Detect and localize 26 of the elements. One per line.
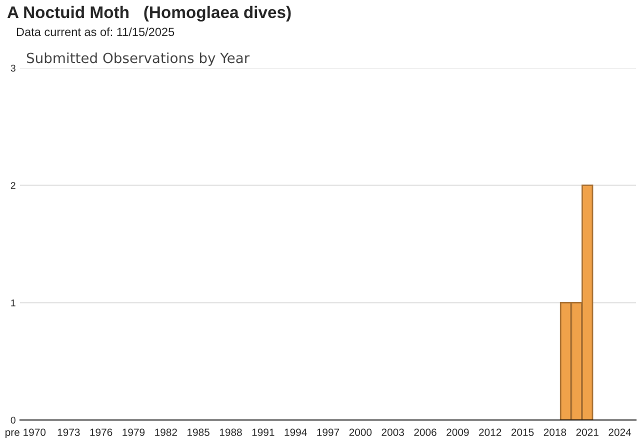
x-tick-label: 2024 [608,428,632,436]
x-tick-label: pre 1970 [6,428,46,438]
x-tick-label: 2012 [479,428,502,436]
x-tick-label: 2003 [382,428,404,436]
y-tick-label: 3 [10,64,16,72]
text: Submitted Observations by Year [26,52,250,66]
x-tick-label: 1973 [58,428,80,436]
y-tick-label: 1 [11,300,16,306]
y-tick-label: 2 [10,182,16,189]
x-tick-label: 1994 [284,428,307,436]
x-tick-label: 2018 [544,428,566,436]
x-tick-label: 1982 [155,428,177,436]
x-tick-label: 1976 [90,428,112,436]
x-tick-label: 2015 [511,428,534,436]
x-tick-label: 2009 [446,428,469,436]
x-tick-label: 1997 [317,428,340,436]
chart-title: A Noctuid Moth (Homoglaea dives) [7,6,291,22]
chart-subtitle: Data current as of: 11/15/2025 [16,27,174,36]
x-tick-label: 2000 [349,428,372,436]
x-tick-label: 2021 [576,428,598,436]
x-tick-label: 2006 [414,428,436,436]
y-tick-label: 0 [10,416,16,424]
x-tick-label: 1988 [220,428,242,436]
x-tick-label: 1991 [252,428,274,436]
x-tick-label: 1985 [188,428,210,436]
x-tick-label: 1979 [122,428,145,436]
